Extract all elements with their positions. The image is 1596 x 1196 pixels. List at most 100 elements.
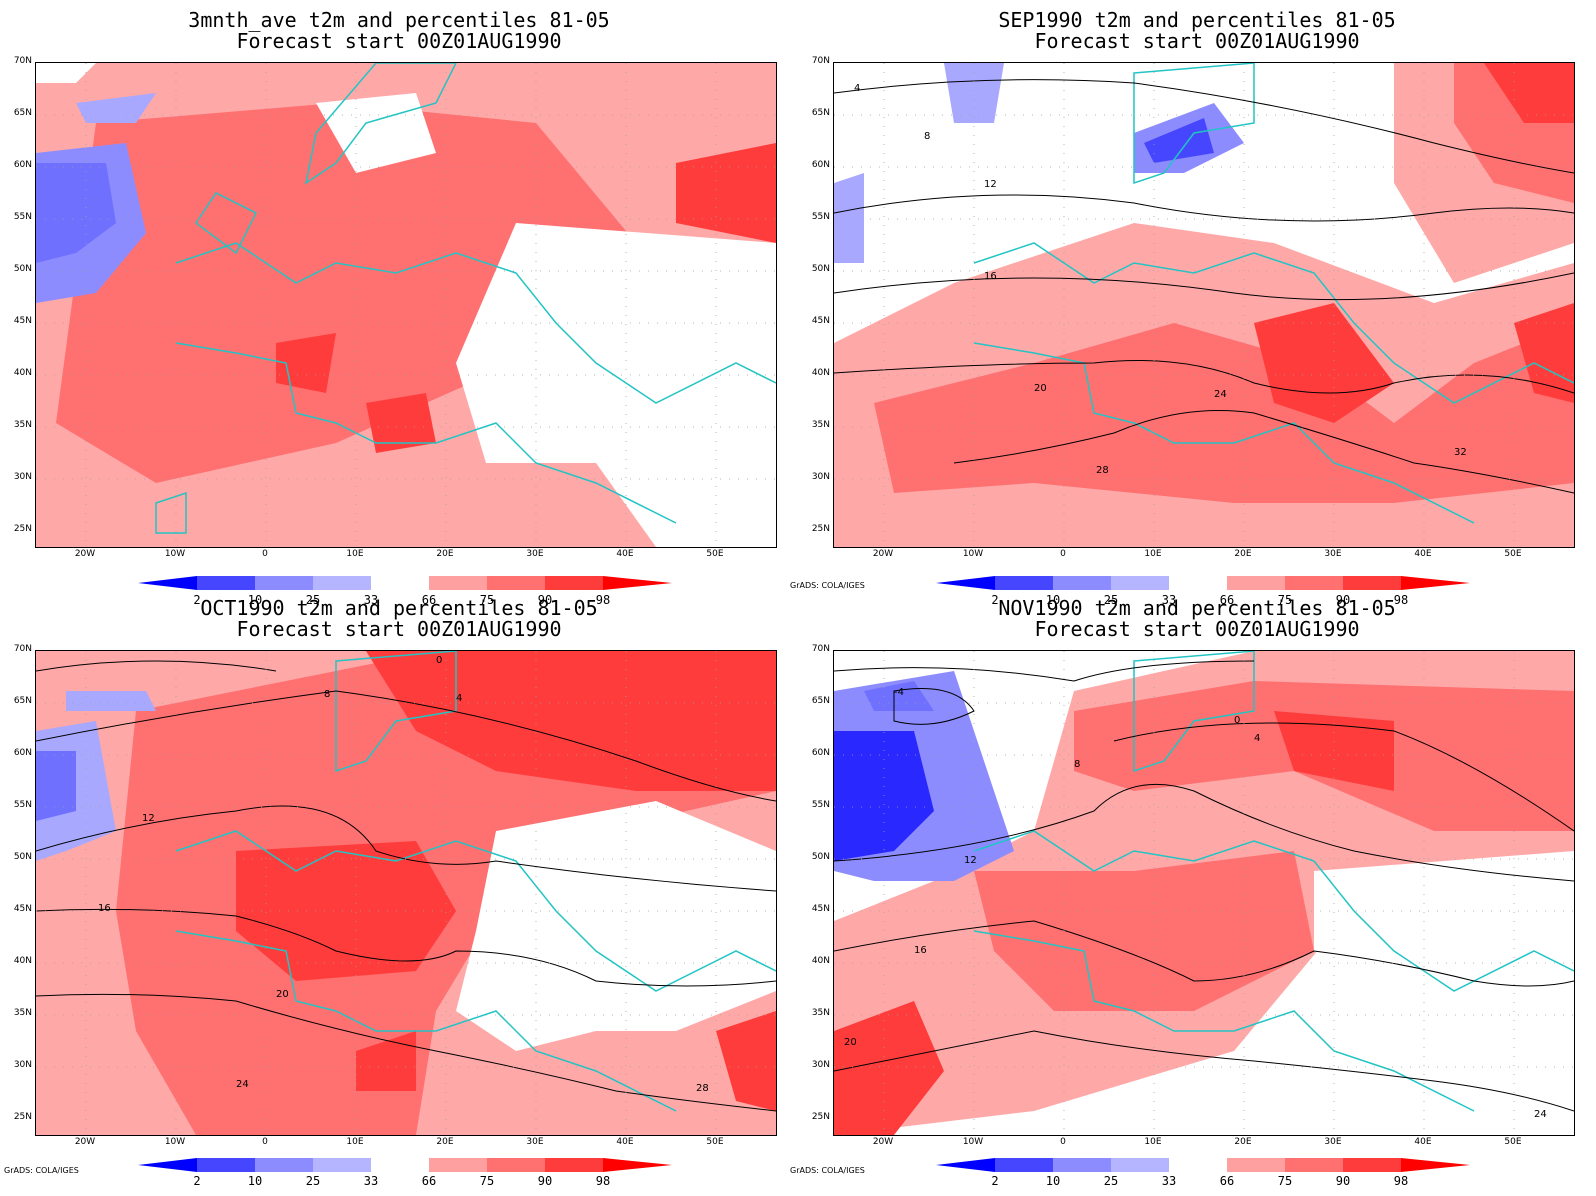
lon-label: 40E: [616, 1137, 634, 1147]
lat-label: 25N: [811, 1112, 830, 1122]
colorbar-label: 25: [305, 593, 321, 607]
panel-nov1990: NOV1990 t2m and percentiles 81-05 Foreca…: [790, 588, 1596, 1188]
colorbar-label: 75: [1277, 1174, 1293, 1188]
lat-label: 40N: [13, 956, 32, 966]
lon-label: 20W: [872, 549, 894, 559]
lon-label: 30E: [526, 1137, 544, 1147]
panel-subtitle: Forecast start 00Z01AUG1990: [236, 29, 562, 53]
grads-credit: GrADS: COLA/IGES: [4, 1166, 79, 1175]
lon-label: 20E: [436, 549, 454, 559]
lon-label: 50E: [706, 549, 724, 559]
colorbar-label: 66: [421, 593, 437, 607]
lat-label: 45N: [13, 316, 32, 326]
lon-label: 10E: [1144, 1137, 1162, 1147]
map-frame: [35, 62, 777, 548]
panel-title: OCT1990 t2m and percentiles 81-05: [200, 596, 598, 620]
contour-label: 24: [1214, 389, 1227, 400]
contour-label: 20: [276, 989, 289, 1000]
contour-label: 12: [984, 179, 997, 190]
lat-label: 45N: [811, 904, 830, 914]
colorbar-label: 25: [305, 1174, 321, 1188]
lon-label: 20W: [74, 1137, 96, 1147]
colorbar-label: 10: [1045, 593, 1061, 607]
colorbar-label: 90: [537, 1174, 553, 1188]
lat-label: 55N: [13, 212, 32, 222]
contour-label: 8: [924, 131, 930, 142]
lat-label: 60N: [811, 160, 830, 170]
lat-label: 30N: [13, 472, 32, 482]
contour-label: 20: [844, 1037, 857, 1048]
lon-label: 0: [262, 549, 268, 559]
lat-label: 30N: [811, 472, 830, 482]
colorbar-label: 25: [1103, 1174, 1119, 1188]
colorbar: [138, 1158, 672, 1172]
map-frame: -4 0 4 8 12 16 20 24: [833, 650, 1575, 1136]
contour-label: 0: [1234, 715, 1240, 726]
colorbar-label: 90: [537, 593, 553, 607]
colorbar-label: 2: [991, 593, 999, 607]
lat-label: 50N: [13, 852, 32, 862]
colorbar-label: 2: [193, 593, 201, 607]
map-frame: 4 8 12 16 20 24 28 32: [833, 62, 1575, 548]
lat-label: 40N: [811, 368, 830, 378]
contour-label: 28: [1096, 465, 1109, 476]
colorbar-label: 33: [1161, 593, 1177, 607]
lat-label: 60N: [13, 160, 32, 170]
lat-label: 65N: [13, 696, 32, 706]
colorbar-label: 98: [1393, 1174, 1409, 1188]
map-oct1990: 0 4 8 12 16 20 24 28: [36, 651, 776, 1135]
lat-label: 70N: [13, 56, 32, 66]
contour-label: 24: [236, 1079, 249, 1090]
contour-label: 4: [854, 83, 860, 94]
lon-label: 50E: [1504, 549, 1522, 559]
lat-label: 50N: [13, 264, 32, 274]
lon-label: 10W: [164, 1137, 186, 1147]
contour-label: 4: [456, 693, 462, 704]
lon-label: 20E: [1234, 549, 1252, 559]
lon-label: 20E: [436, 1137, 454, 1147]
lat-label: 35N: [13, 1008, 32, 1018]
map-sep1990: 4 8 12 16 20 24 28 32: [834, 63, 1574, 547]
lat-label: 65N: [13, 108, 32, 118]
contour-label: 24: [1534, 1109, 1547, 1120]
colorbar-label: 10: [247, 593, 263, 607]
contour-label: 8: [324, 689, 330, 700]
lat-label: 30N: [811, 1060, 830, 1070]
lon-label: 40E: [1414, 1137, 1432, 1147]
lat-label: 35N: [811, 420, 830, 430]
colorbar-label: 2: [193, 1174, 201, 1188]
panel-title: SEP1990 t2m and percentiles 81-05: [998, 8, 1396, 32]
map-3month: [36, 63, 776, 547]
colorbar: [936, 576, 1470, 590]
lat-label: 45N: [811, 316, 830, 326]
colorbar-label: 33: [363, 593, 379, 607]
lat-label: 40N: [13, 368, 32, 378]
contour-label: 12: [142, 813, 155, 824]
lat-label: 55N: [13, 800, 32, 810]
colorbar-label: 75: [1277, 593, 1293, 607]
panel-sep1990: SEP1990 t2m and percentiles 81-05 Foreca…: [790, 0, 1596, 607]
lat-label: 30N: [13, 1060, 32, 1070]
lon-label: 10E: [346, 549, 364, 559]
contour-label: 16: [914, 945, 927, 956]
contour-label: 0: [436, 655, 442, 666]
contour-label: -4: [894, 687, 904, 698]
contour-label: 16: [98, 903, 111, 914]
contour-label: 16: [984, 271, 997, 282]
lat-label: 35N: [811, 1008, 830, 1018]
colorbar-label: 75: [479, 593, 495, 607]
lon-label: 0: [1060, 549, 1066, 559]
lon-label: 50E: [706, 1137, 724, 1147]
lat-label: 70N: [13, 644, 32, 654]
grads-credit: GrADS: COLA/IGES: [790, 1166, 865, 1175]
contour-label: 28: [696, 1083, 709, 1094]
lon-label: 20W: [872, 1137, 894, 1147]
colorbar-label: 33: [1161, 1174, 1177, 1188]
lon-label: 30E: [1324, 549, 1342, 559]
colorbar-label: 25: [1103, 593, 1119, 607]
colorbar-label: 66: [421, 1174, 437, 1188]
lat-label: 70N: [811, 644, 830, 654]
contour-label: 12: [964, 855, 977, 866]
colorbar-label: 90: [1335, 593, 1351, 607]
contour-label: 8: [1074, 759, 1080, 770]
